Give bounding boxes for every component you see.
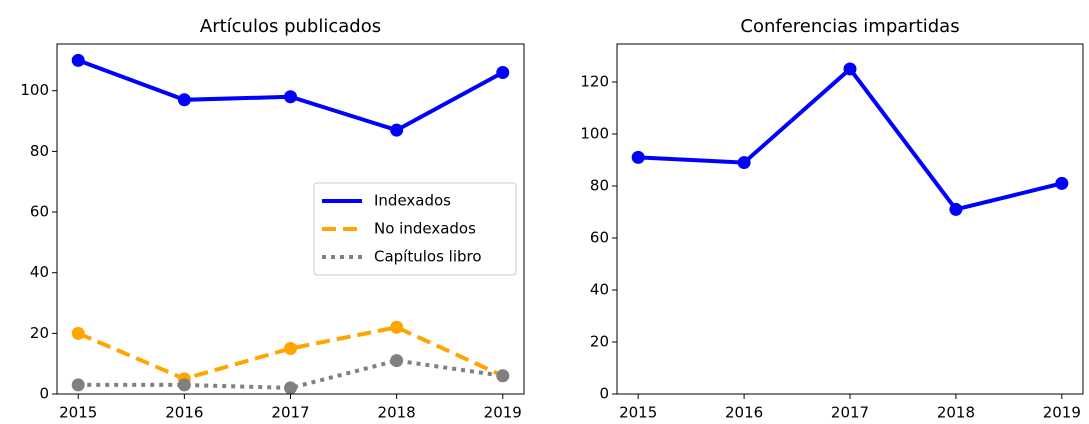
y-tick-label: 100: [20, 81, 49, 99]
point: [390, 354, 404, 368]
series-line: [77, 325, 504, 381]
point: [284, 90, 297, 104]
point: [284, 381, 297, 395]
point: [284, 342, 297, 356]
x-tick-label: 2015: [619, 404, 657, 422]
y-tick-label: 0: [39, 385, 49, 403]
x-tick-label: 2015: [59, 404, 97, 422]
y-tick-label: 20: [590, 332, 609, 350]
point: [177, 378, 191, 392]
legend-label: Capítulos libro: [374, 248, 482, 266]
point: [1055, 176, 1069, 190]
axes-frame: [616, 43, 1084, 395]
chart-title: Artículos publicados: [200, 16, 381, 37]
y-tick-label: 40: [590, 280, 609, 298]
y-tick-label: 100: [580, 124, 609, 142]
point: [631, 150, 645, 164]
x-tick-label: 2018: [937, 404, 975, 422]
legend-label: Indexados: [374, 192, 451, 210]
point: [390, 123, 404, 137]
point: [177, 93, 191, 107]
y-tick-label: 20: [30, 324, 49, 342]
x-tick-label: 2019: [484, 404, 522, 422]
chart-title: Conferencias impartidas: [740, 16, 959, 37]
legend: [313, 182, 517, 276]
point: [737, 156, 751, 170]
point: [71, 53, 85, 67]
y-tick-label: 60: [590, 228, 609, 246]
x-tick-label: 2018: [378, 404, 416, 422]
axes-frame: [56, 43, 525, 395]
point: [496, 369, 510, 383]
y-tick-label: 0: [599, 385, 609, 403]
x-tick-label: 2017: [831, 404, 869, 422]
point: [390, 320, 404, 334]
series-line: [638, 66, 1063, 212]
legend-label: No indexados: [374, 220, 476, 238]
point: [843, 62, 857, 76]
x-tick-label: 2016: [165, 404, 203, 422]
x-tick-label: 2019: [1043, 404, 1081, 422]
y-tick-label: 40: [30, 263, 49, 281]
point: [71, 326, 85, 340]
point: [71, 378, 85, 392]
y-tick-label: 80: [30, 142, 49, 160]
y-tick-label: 120: [580, 72, 609, 90]
point: [949, 202, 963, 216]
x-tick-label: 2017: [271, 404, 309, 422]
x-tick-label: 2016: [725, 404, 763, 422]
y-tick-label: 60: [30, 203, 49, 221]
y-tick-label: 80: [590, 176, 609, 194]
point: [496, 66, 510, 80]
